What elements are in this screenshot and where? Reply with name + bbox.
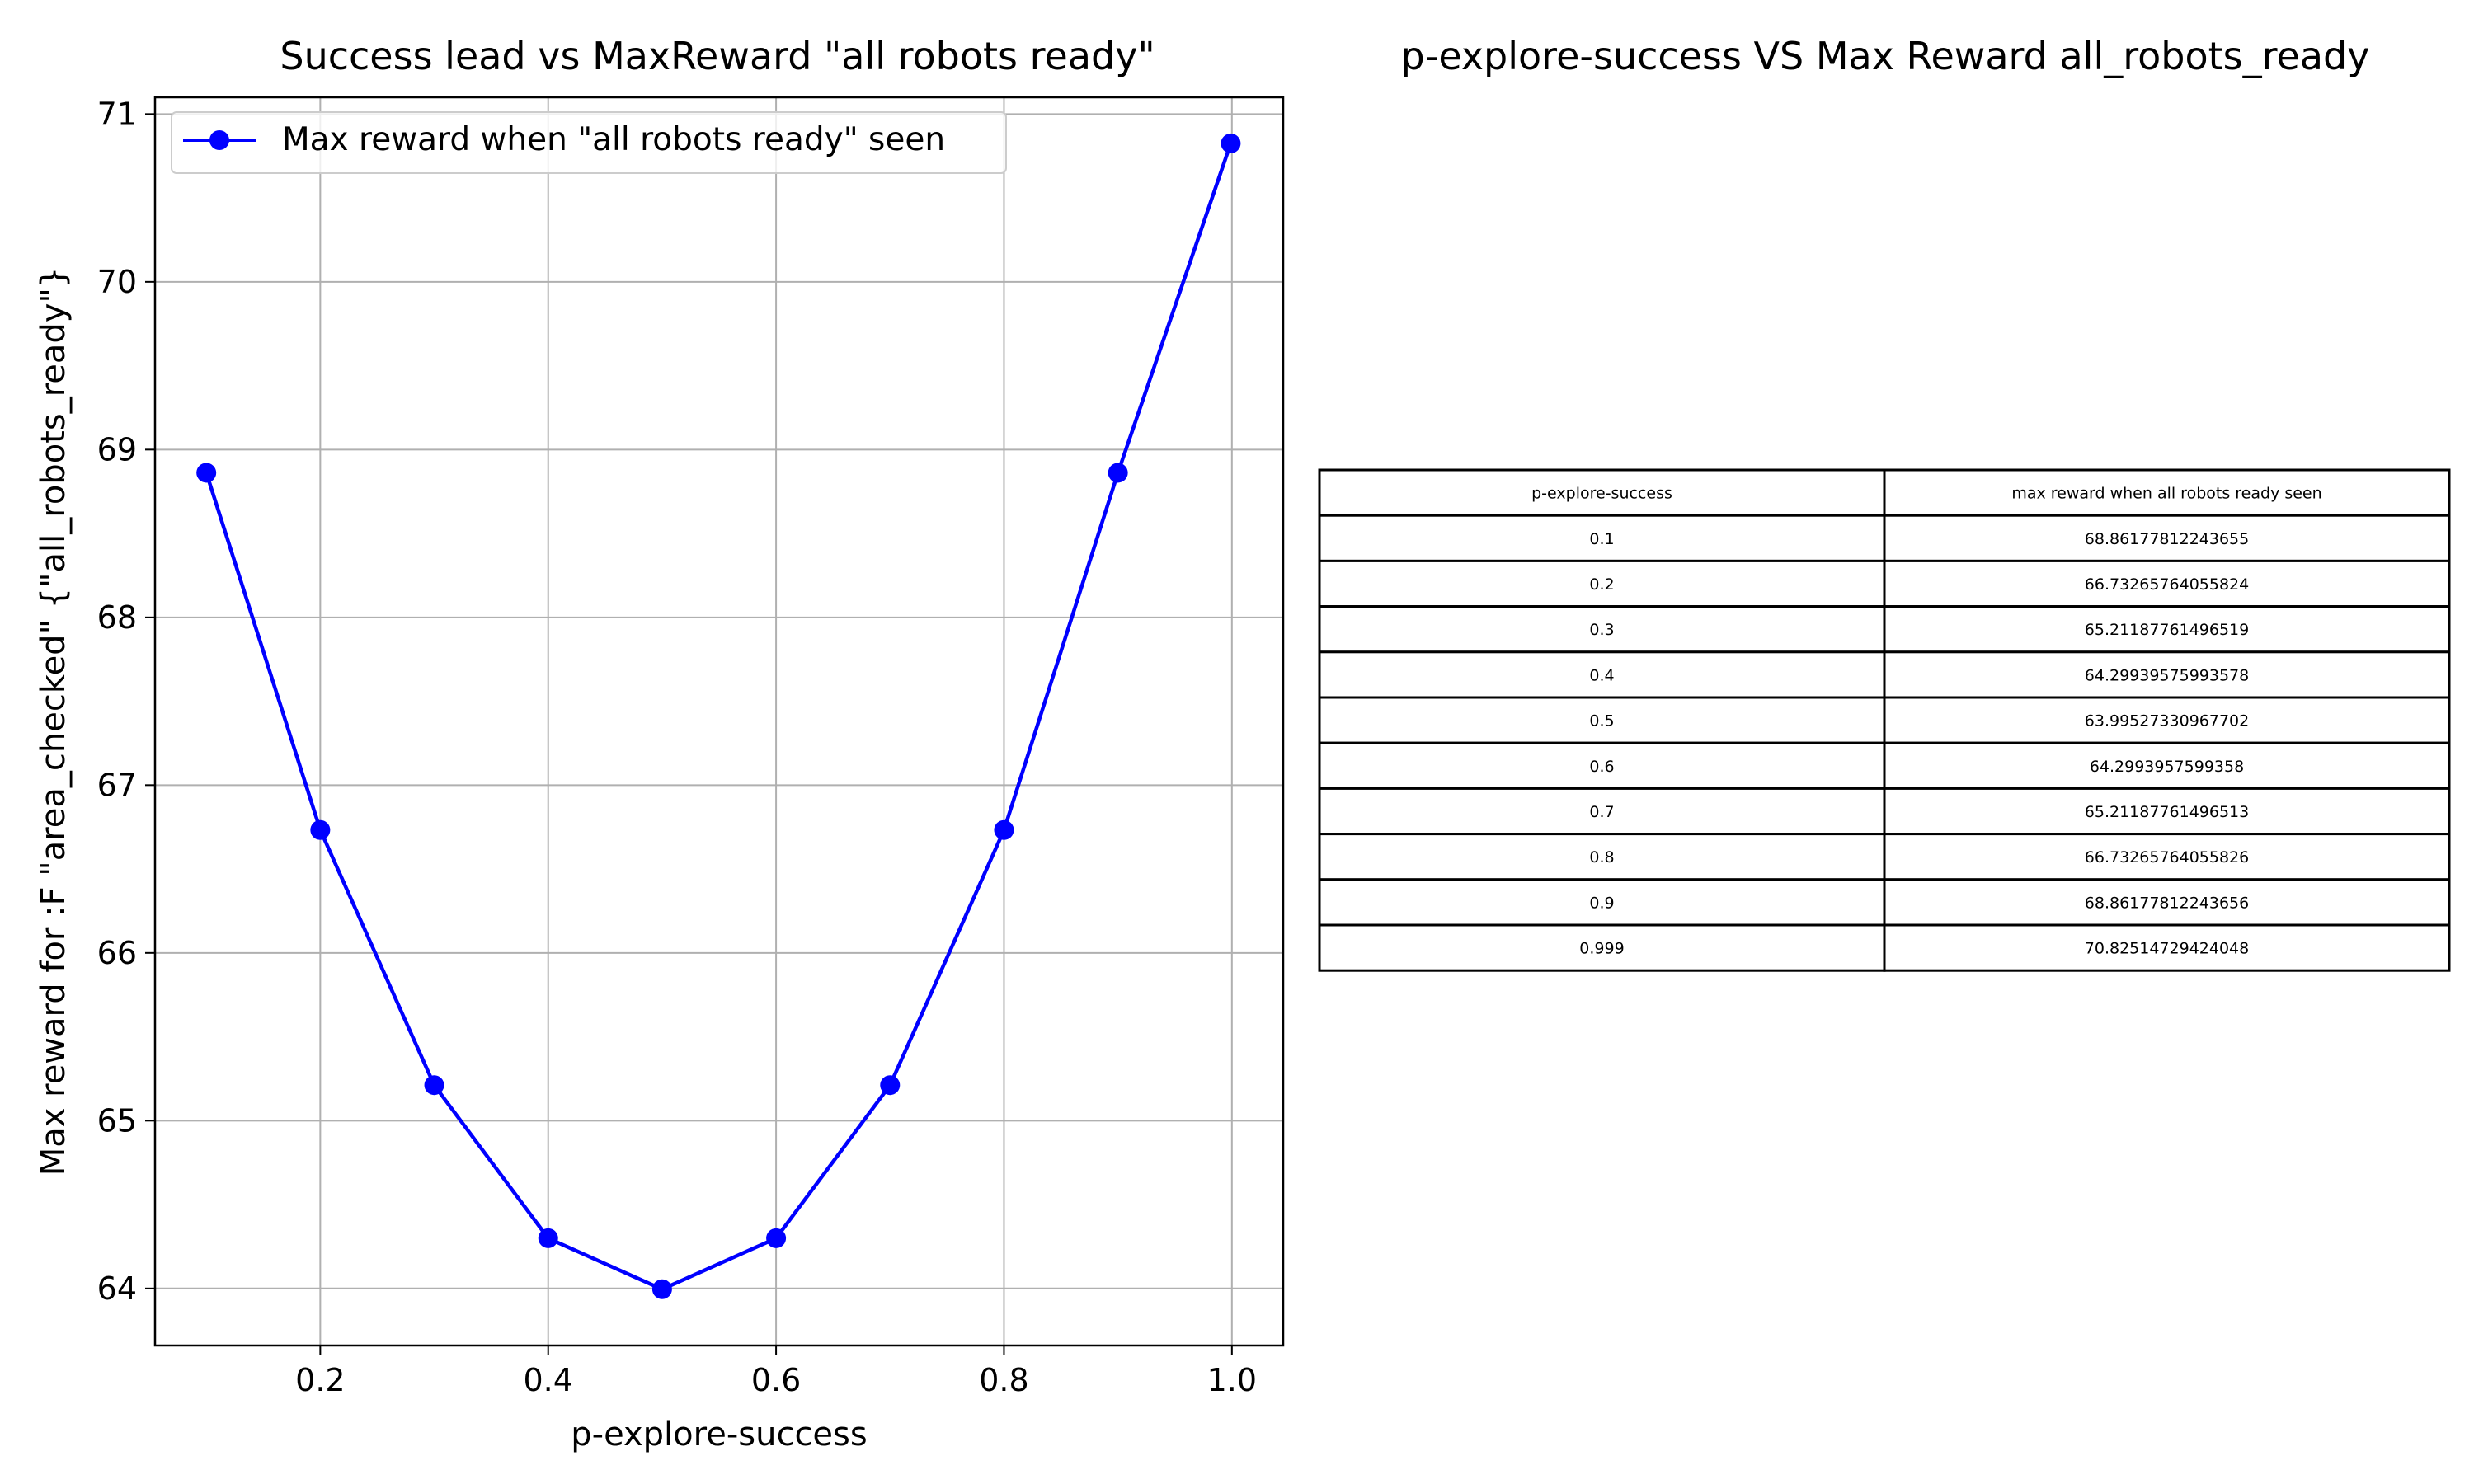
line-chart-panel: Success lead vs MaxReward "all robots re… [35,34,1285,1453]
series-line [205,143,1233,1292]
x-tick-label: 0.6 [751,1362,801,1398]
table-row: 0.1 68.86177812243655 [1318,514,2451,562]
table-cell-text: 0.5 [1589,712,1614,730]
table-cell-text: 0.999 [1579,940,1624,958]
y-axis-label: Max reward for :F "area_checked" {"all_r… [35,267,73,1176]
table-cell-text: 64.29939575993578 [2085,666,2249,684]
data-point-marker [310,819,331,840]
plot-frame [153,96,1285,1347]
table-cell [1318,878,1886,927]
table-cell [1883,833,2451,881]
table-cell [1883,923,2451,972]
y-tick-label: 66 [97,935,137,971]
table-row: 0.5 63.99527330967702 [1318,696,2451,744]
table-cell [1883,468,2451,517]
table-row: 0.7 65.21187761496513 [1318,787,2451,836]
legend: Max reward when "all robots ready" seen [171,111,1007,174]
table-cell-text: 0.4 [1589,666,1614,684]
data-point-marker [880,1075,901,1096]
table-cell-text: 64.2993957599358 [2090,758,2244,776]
table-cell-text: 0.2 [1589,575,1614,594]
data-point-marker [196,463,217,483]
legend-box [171,111,1007,174]
x-axis-ticks: 0.2 0.4 0.6 0.8 1.0 [295,1345,1257,1398]
grid-lines [155,97,1283,1345]
x-axis-label: p-explore-success [571,1416,867,1453]
table-row: 0.999 70.82514729424048 [1318,923,2451,972]
table-cell [1883,878,2451,927]
table-cell [1318,923,1886,972]
y-tick-label: 67 [97,767,137,803]
table-cell-text: 66.73265764055824 [2085,575,2249,594]
table-title: p-explore-success VS Max Reward all_robo… [1401,34,2370,78]
x-tick-label: 0.4 [524,1362,573,1398]
table-cell-text: 0.8 [1589,848,1614,866]
data-point-marker [1108,463,1128,483]
table-cell-text: 66.73265764055826 [2085,848,2249,866]
x-tick-label: 1.0 [1207,1362,1257,1398]
x-tick-label: 0.8 [979,1362,1028,1398]
data-table: p-explore-success max reward when all rob… [1318,468,2451,972]
table-cell-text: 65.21187761496513 [2085,803,2249,821]
data-point-marker [651,1279,672,1299]
table-row: 0.2 66.73265764055824 [1318,559,2451,608]
table-cell [1883,605,2451,654]
table-cell [1883,559,2451,608]
table-header-cell-text: max reward when all robots ready seen [2011,485,2321,503]
table-cell-text: 70.82514729424048 [2085,940,2249,958]
data-point-marker [994,819,1014,840]
y-axis-ticks: 64 65 66 67 68 69 70 71 [97,96,155,1307]
data-point-marker [538,1228,558,1248]
table-cell-text: 0.3 [1589,621,1614,639]
x-tick-label: 0.2 [295,1362,345,1398]
data-point-marker [1221,133,1241,153]
table-cell-text: 0.1 [1589,530,1614,548]
data-point-marker [766,1228,787,1248]
series-line-layer [196,133,1241,1299]
legend-entry-label: Max reward when "all robots ready" seen [282,121,945,158]
table-cell-text: 63.99527330967702 [2085,712,2249,730]
table-cell [1883,514,2451,562]
table-cell [1883,696,2451,744]
table-row: 0.9 68.86177812243656 [1318,878,2451,927]
y-tick-label: 71 [97,96,137,132]
data-point-marker [424,1075,444,1096]
table-cell-text: 0.6 [1589,758,1614,776]
table-row: 0.3 65.21187761496519 [1318,605,2451,654]
legend-marker-swatch [209,130,229,150]
line-chart-title: Success lead vs MaxReward "all robots re… [280,34,1155,78]
table-panel: p-explore-success VS Max Reward all_robo… [1318,34,2451,972]
table-cell-text: 65.21187761496519 [2085,621,2249,639]
table-cell-text: 0.7 [1589,803,1614,821]
y-tick-label: 65 [97,1102,137,1139]
y-tick-label: 70 [97,264,137,300]
table-row: 0.4 64.29939575993578 [1318,650,2451,699]
table-cell-text: 68.86177812243655 [2085,530,2249,548]
table-header-cell-text: p-explore-success [1531,485,1672,503]
y-tick-label: 69 [97,431,137,467]
table-cell-text: 68.86177812243656 [2085,894,2249,912]
table-row: 0.6 64.2993957599358 [1318,741,2451,790]
table-cell [1318,559,1886,608]
y-tick-label: 64 [97,1270,137,1307]
table-header-row: p-explore-success max reward when all rob… [1318,468,2451,517]
table-cell [1883,787,2451,836]
y-tick-label: 68 [97,599,137,636]
table-cell [1883,650,2451,699]
table-row: 0.8 66.73265764055826 [1318,833,2451,881]
table-cell [1318,741,1886,790]
table-cell-text: 0.9 [1589,894,1614,912]
